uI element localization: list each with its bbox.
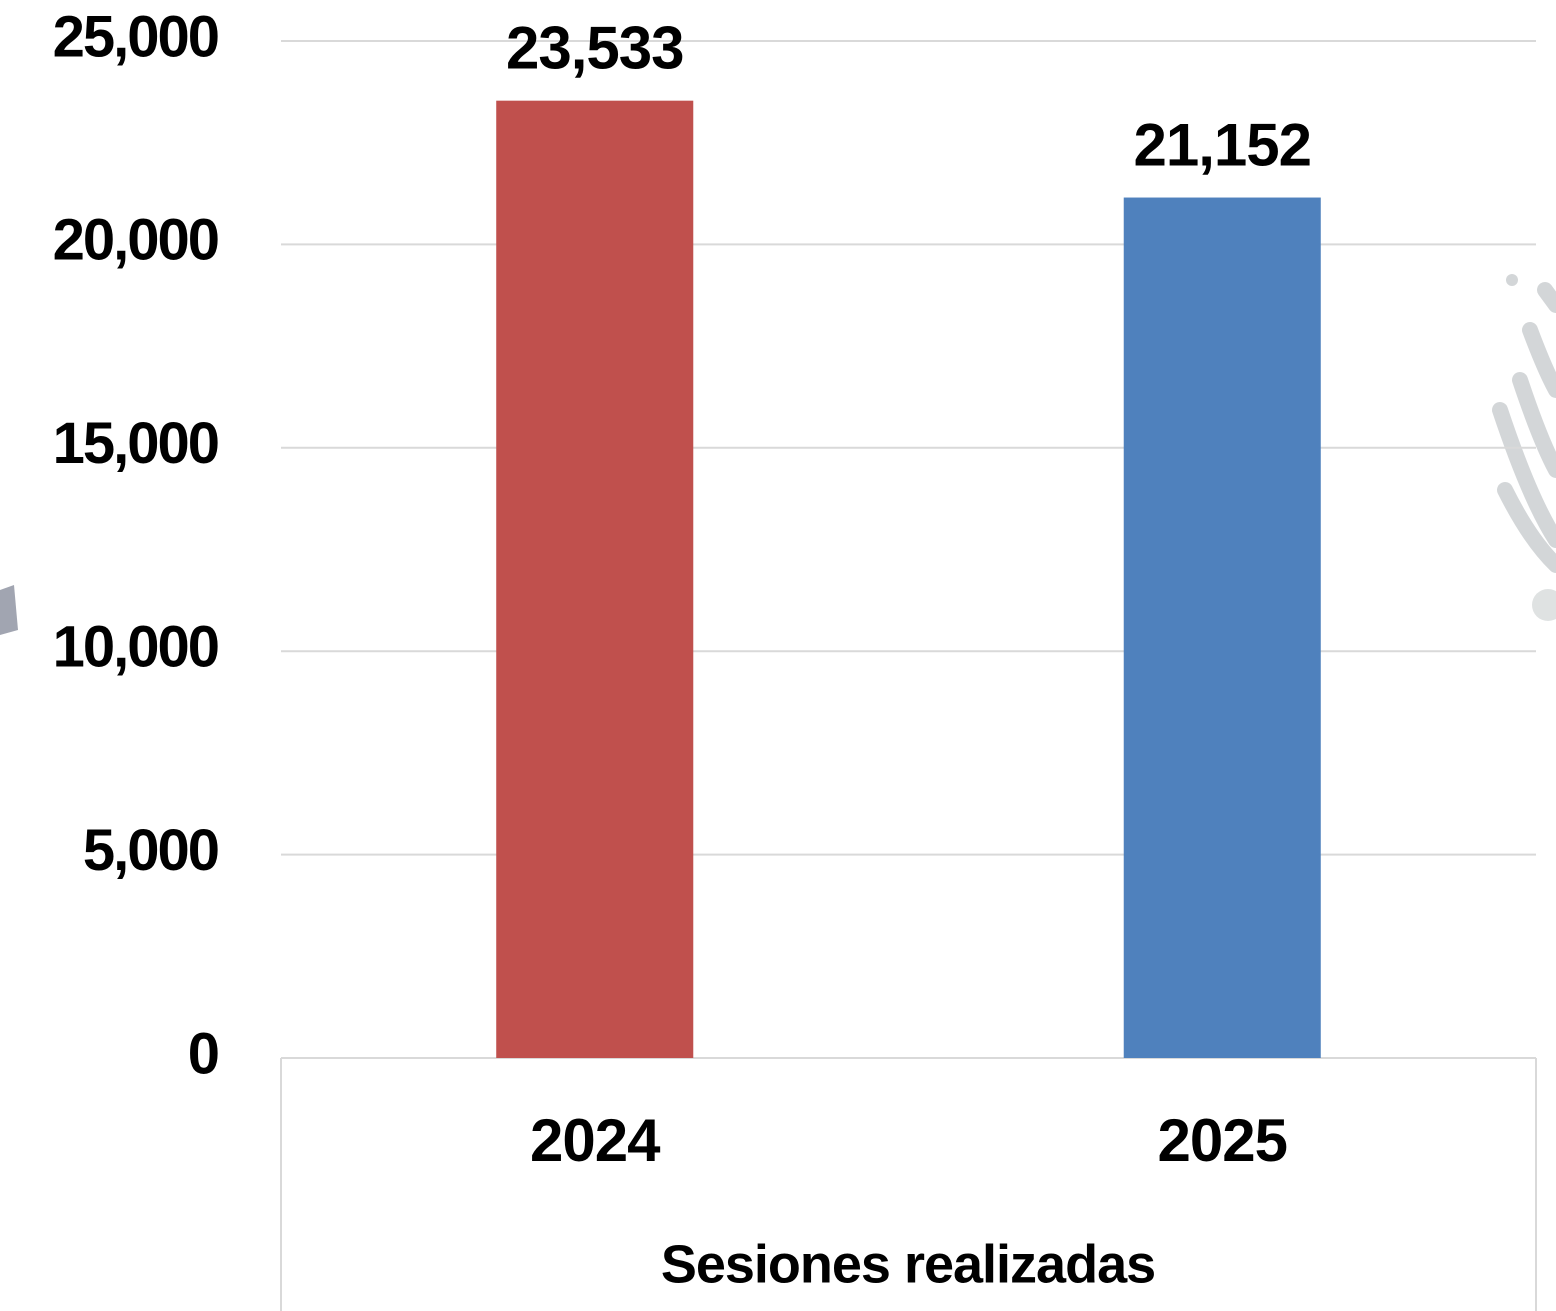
plot-area: 0 5,000 10,000 15,000 20,000 25,000 23,533 2024…	[53, 4, 1536, 1174]
y-tick-label: 25,000	[53, 4, 218, 69]
y-tick-label: 10,000	[53, 615, 218, 680]
bar	[1123, 197, 1321, 1059]
x-axis-title: Sesiones realizadas	[661, 1234, 1155, 1294]
y-tick-label: 15,000	[53, 411, 218, 476]
y-tick-label: 5,000	[83, 818, 218, 883]
watermark	[0, 274, 1556, 635]
data-label: 23,533	[506, 15, 684, 82]
x-tick-label: 2024	[530, 1107, 661, 1174]
bar	[496, 100, 694, 1059]
x-tick-label: 2025	[1158, 1107, 1287, 1174]
y-tick-label: 20,000	[53, 208, 218, 273]
y-tick-label: 0	[188, 1021, 218, 1086]
data-label: 21,152	[1133, 111, 1311, 178]
